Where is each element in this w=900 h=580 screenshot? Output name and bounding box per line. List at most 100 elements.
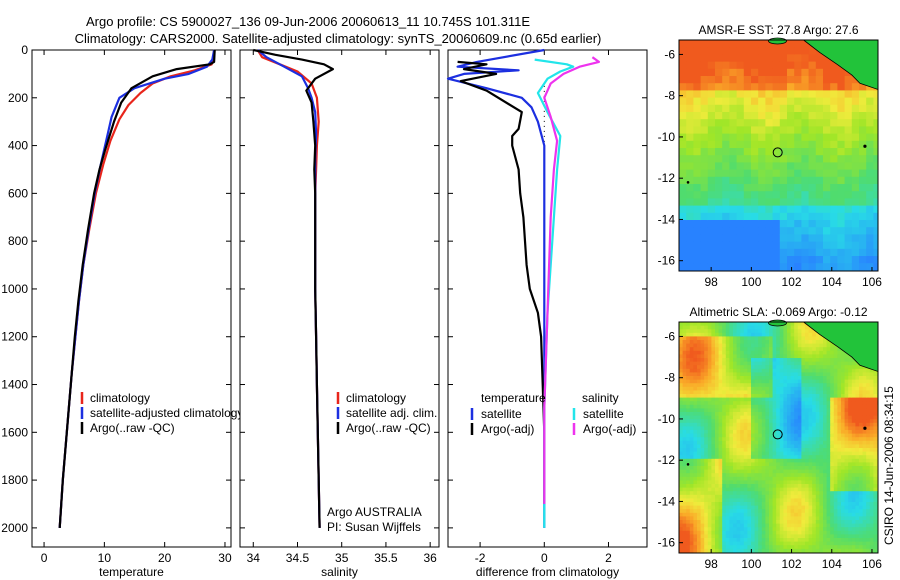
sla-cell	[794, 412, 799, 416]
sst-cell	[686, 162, 694, 170]
sla-cell	[808, 372, 813, 377]
sla-cell	[787, 545, 791, 550]
sla-cell	[711, 408, 716, 413]
sla-cell	[862, 433, 867, 438]
sla-cell	[801, 426, 806, 431]
sla-cell	[848, 365, 853, 370]
sst-cell	[830, 155, 838, 163]
sst-cell	[873, 176, 879, 185]
sla-cell	[873, 437, 878, 442]
sla-cell	[743, 347, 748, 352]
sla-cell	[869, 368, 874, 373]
sla-cell	[815, 386, 820, 391]
sla-cell	[819, 368, 824, 373]
sla-cell	[711, 480, 716, 485]
temperature-series-2	[58, 49, 216, 528]
sla-cell	[700, 419, 705, 424]
sla-cell	[851, 502, 856, 506]
sst-cell	[787, 241, 795, 250]
sla-cell	[682, 365, 687, 370]
sla-cell	[729, 354, 734, 359]
sla-cell	[761, 458, 766, 463]
sla-cell	[772, 376, 777, 380]
sla-cell	[751, 487, 755, 492]
sla-cell	[743, 419, 748, 424]
sst-cell	[837, 256, 845, 264]
sla-cell	[761, 494, 766, 499]
sla-cell	[740, 444, 745, 449]
sla-cell	[772, 516, 777, 521]
sst-cell	[808, 83, 817, 91]
sla-cell	[830, 516, 835, 521]
sla-cell	[715, 354, 719, 359]
sla-cell	[855, 541, 860, 546]
sla-cell	[725, 329, 730, 334]
sla-cell	[736, 430, 741, 434]
sla-cell	[765, 451, 770, 456]
sla-cell	[711, 412, 716, 416]
sla-cell	[707, 548, 712, 553]
sla-cell	[848, 458, 853, 463]
sla-cell	[682, 541, 687, 546]
sst-cell	[679, 212, 687, 221]
sla-cell	[815, 404, 820, 409]
sla-cell	[772, 469, 777, 474]
sst-cell	[801, 119, 809, 127]
sla-cell	[686, 548, 691, 553]
sla-cell	[830, 376, 835, 380]
sst-cell	[794, 155, 802, 163]
sst-cell	[715, 248, 723, 257]
sla-cell	[736, 415, 741, 420]
sla-cell	[862, 512, 867, 517]
sla-cell	[718, 440, 723, 445]
figure-title-line1: Argo profile: CS 5900027_136 09-Jun-2006…	[86, 14, 530, 29]
sla-cell	[851, 368, 856, 373]
sla-cell	[682, 361, 687, 366]
sla-cell	[819, 419, 824, 424]
sla-cell	[689, 404, 694, 409]
sst-cell	[794, 47, 802, 55]
sla-cell	[790, 484, 795, 488]
sla-cell	[776, 509, 781, 514]
sla-cell	[751, 329, 755, 334]
sla-cell	[700, 365, 705, 370]
sla-cell	[819, 444, 824, 449]
sla-cell	[787, 440, 791, 445]
sla-cell	[801, 469, 806, 474]
sst-cell	[743, 148, 752, 156]
sla-cell	[700, 505, 705, 510]
sla-cell	[815, 469, 820, 474]
sst-cell	[873, 256, 879, 264]
sla-cell	[787, 379, 791, 384]
sla-cell	[815, 476, 820, 481]
sla-cell	[765, 397, 770, 402]
sla-cell	[823, 448, 827, 452]
sla-cell	[844, 541, 849, 546]
sla-cell	[707, 347, 712, 352]
sla-cell	[733, 401, 737, 406]
sla-cell	[700, 383, 705, 388]
sla-cell	[729, 480, 734, 485]
sst-cell	[851, 140, 860, 149]
sla-cell	[729, 365, 734, 370]
sst-cell	[859, 90, 867, 98]
sla-cell	[862, 412, 867, 416]
sla-cell	[790, 343, 795, 348]
sla-cell	[801, 498, 806, 503]
sla-cell	[693, 365, 698, 370]
sst-cell	[772, 133, 781, 142]
sla-cell	[711, 372, 716, 377]
sla-cell	[733, 340, 737, 344]
sla-cell	[700, 336, 705, 341]
sla-cell	[754, 437, 759, 442]
sla-cell	[823, 502, 827, 506]
sla-cell	[801, 534, 806, 539]
sla-cell	[697, 548, 701, 553]
sla-cell	[679, 401, 683, 406]
sla-cell	[754, 527, 759, 532]
sla-cell	[797, 538, 802, 542]
sst-cell	[859, 155, 867, 163]
sla-cell	[779, 505, 784, 510]
sst-cell	[815, 155, 824, 163]
sla-cell	[823, 487, 827, 492]
